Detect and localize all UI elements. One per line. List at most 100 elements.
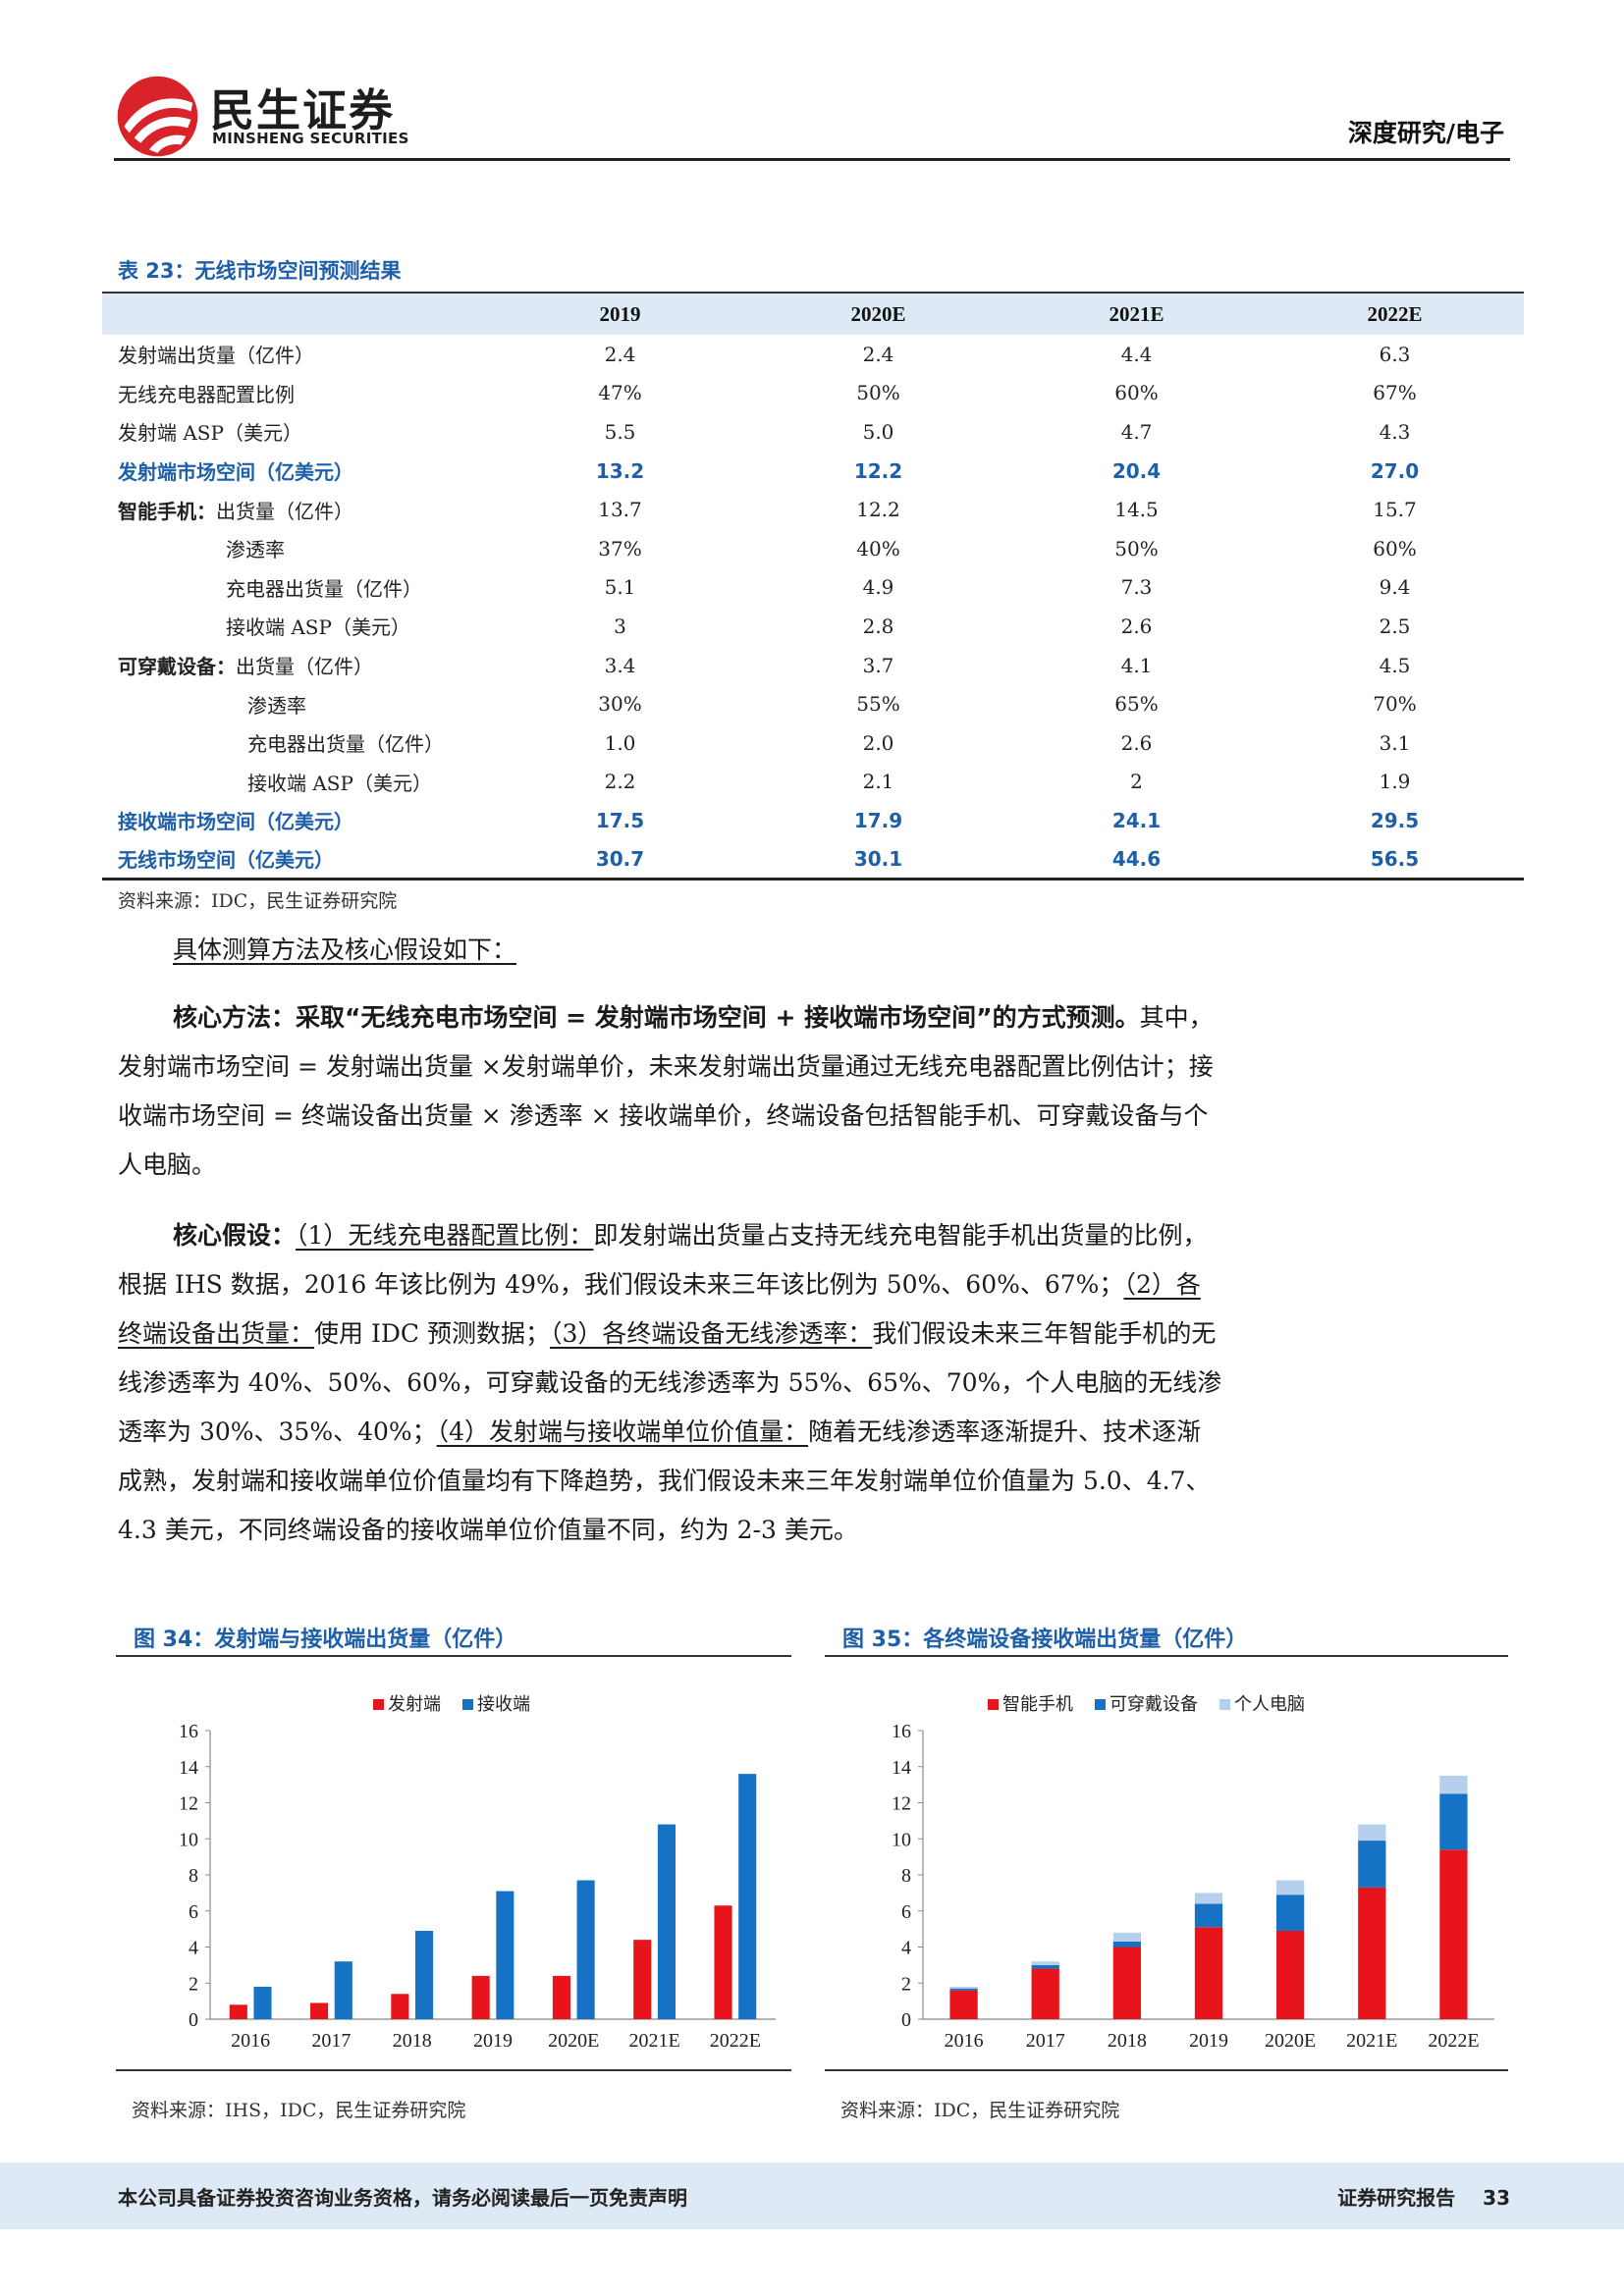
table-cell: 65% <box>1114 692 1159 717</box>
row-label-cell: 渗透率 <box>102 684 491 723</box>
bar-segment <box>1439 1849 1468 2019</box>
table-row: 接收端市场空间（亿美元） 17.5 17.9 24.1 29.5 <box>102 801 1524 840</box>
legend-label: 个人电脑 <box>1234 1694 1305 1714</box>
table-cell: 2.1 <box>862 770 894 794</box>
bar-segment <box>1358 1824 1386 1842</box>
bar <box>552 1975 570 2019</box>
x-tick-label: 2017 <box>311 2030 351 2052</box>
table-cell: 2.8 <box>862 614 894 638</box>
bar-segment <box>1112 1941 1141 1948</box>
table-cell: 2.6 <box>1120 730 1153 755</box>
column-header <box>102 292 491 335</box>
x-tick-label: 2019 <box>473 2030 513 2052</box>
table-cell: 24.1 <box>1111 808 1162 832</box>
table-cell: 13.7 <box>598 498 642 522</box>
table-cell: 5.0 <box>862 419 894 444</box>
row-label: 接收端 ASP（美元） <box>226 615 410 640</box>
bar <box>310 2002 329 2019</box>
bar-segment <box>1276 1895 1305 1931</box>
bar-segment <box>1358 1841 1386 1888</box>
row-group-label: 智能手机： <box>118 499 216 523</box>
y-tick-label: 12 <box>892 1793 911 1815</box>
table-cell: 2 <box>1130 770 1143 794</box>
legend-swatch <box>1095 1699 1106 1710</box>
brand-name-cn: 民生证券 <box>210 84 396 136</box>
table-cell: 1.9 <box>1379 770 1411 794</box>
legend-label: 可穿戴设备 <box>1110 1694 1198 1714</box>
y-tick-label: 6 <box>189 1901 198 1923</box>
figure-34-chart: 0 2 4 6 8 10 12 14 16 2016 2017 2018 2019 2020E 2021E 2… <box>179 1694 776 2052</box>
column-header: 2021E <box>1007 292 1266 335</box>
table-cell: 56.5 <box>1266 839 1524 881</box>
table-cell: 55% <box>856 692 900 717</box>
row-label-cell: 接收端 ASP（美元） <box>102 763 491 802</box>
table-row: 接收端 ASP（美元） 2.2 2.1 2 1.9 <box>102 763 1524 802</box>
bar-segment <box>1112 1932 1141 1942</box>
assumption-1-text: 即发射端出货量占支持无线充电智能手机出货量的比例，根据 IHS 数据，2016 … <box>118 1221 1208 1299</box>
bar <box>391 1994 409 2019</box>
figure-34-top-rule <box>116 1655 791 1657</box>
table-cell: 14.5 <box>1114 498 1159 522</box>
table-row: 发射端市场空间（亿美元） 13.2 12.2 20.4 27.0 <box>102 452 1524 491</box>
y-tick-label: 0 <box>901 2009 911 2031</box>
row-label-cell: 智能手机：出货量（亿件） <box>102 490 491 529</box>
table-title: 表 23：无线市场空间预测结果 <box>118 259 402 283</box>
table-cell: 20.4 <box>1111 458 1162 483</box>
assumption-label: 核心假设： <box>173 1221 297 1250</box>
column-header: 2022E <box>1266 292 1524 335</box>
legend-swatch <box>988 1699 999 1710</box>
row-label-cell: 接收端 ASP（美元） <box>102 607 491 646</box>
row-label-cell: 充电器出货量（亿件） <box>102 723 491 763</box>
table-cell: 37% <box>598 536 642 561</box>
bar <box>415 1930 434 2019</box>
y-tick-label: 4 <box>189 1938 198 1959</box>
table-row: 无线市场空间（亿美元） 30.7 30.1 44.6 56.5 <box>102 839 1524 881</box>
y-tick-label: 2 <box>189 1973 198 1995</box>
table-cell: 47% <box>598 381 642 405</box>
table-header-row: 2019 2020E 2021E 2022E <box>102 292 1524 335</box>
bar <box>657 1824 676 2019</box>
row-label-cell: 无线市场空间（亿美元） <box>102 839 491 881</box>
figure-35-chart: 0 2 4 6 8 10 12 14 16 2016 2017 2018 2019 2020E 2021E 2… <box>892 1694 1494 2052</box>
table-row: 智能手机：出货量（亿件） 13.7 12.2 14.5 15.7 <box>102 490 1524 529</box>
table-cell: 1.0 <box>604 730 636 755</box>
page-header: 民生证券 MINSHENG SECURITIES 深度研究/电子 <box>114 69 1510 161</box>
table-cell: 67% <box>1373 381 1417 405</box>
brand-name-en: MINSHENG SECURITIES <box>212 130 409 147</box>
assumption-paragraph: 核心假设：（1）无线充电器配置比例：即发射端出货量占支持无线充电智能手机出货量的… <box>118 1211 1223 1555</box>
bar <box>334 1961 352 2019</box>
y-tick-label: 8 <box>901 1865 911 1887</box>
bar <box>229 2004 247 2019</box>
legend-swatch <box>1219 1699 1230 1710</box>
assumption-2-text: 使用 IDC 预测数据； <box>314 1319 550 1348</box>
bar <box>738 1774 757 2019</box>
y-tick-label: 2 <box>901 1973 911 1995</box>
figure-34-source: 资料来源：IHS，IDC，民生证券研究院 <box>132 2100 466 2121</box>
table-cell: 4.5 <box>1379 653 1411 677</box>
table-row: 接收端 ASP（美元） 3 2.8 2.6 2.5 <box>102 607 1524 646</box>
table-cell: 29.5 <box>1370 808 1420 832</box>
row-label: 充电器出货量（亿件） <box>226 576 422 601</box>
bar-segment <box>949 1986 978 1989</box>
row-label-cell: 可穿戴设备：出货量（亿件） <box>102 646 491 685</box>
row-label: 出货量（亿件） <box>236 655 373 679</box>
legend-label: 智能手机 <box>1002 1694 1073 1714</box>
table-cell: 3.7 <box>862 653 894 677</box>
y-tick-label: 14 <box>179 1757 198 1779</box>
table-row: 充电器出货量（亿件） 1.0 2.0 2.6 3.1 <box>102 723 1524 763</box>
bar <box>496 1891 514 2019</box>
x-tick-label: 2016 <box>231 2030 270 2052</box>
table-row: 发射端 ASP（美元） 5.5 5.0 4.7 4.3 <box>102 412 1524 452</box>
report-section: 深度研究/电子 <box>1347 119 1504 147</box>
x-tick-label: 2018 <box>1108 2030 1147 2052</box>
page-footer: 本公司具备证券投资咨询业务资格，请务必阅读最后一页免责声明 证券研究报告 33 <box>0 2163 1624 2229</box>
method-label: 核心方法： <box>173 1003 297 1032</box>
report-type: 证券研究报告 <box>1337 2186 1456 2210</box>
table-cell: 4.1 <box>1120 653 1153 677</box>
assumption-3-label: （3）各终端设备无线渗透率： <box>549 1319 873 1348</box>
row-label: 发射端市场空间（亿美元） <box>118 460 353 485</box>
table-cell: 7.3 <box>1120 575 1153 600</box>
table-cell: 27.0 <box>1370 458 1420 483</box>
bar-segment <box>1439 1775 1468 1794</box>
table-cell: 2.0 <box>862 730 894 755</box>
